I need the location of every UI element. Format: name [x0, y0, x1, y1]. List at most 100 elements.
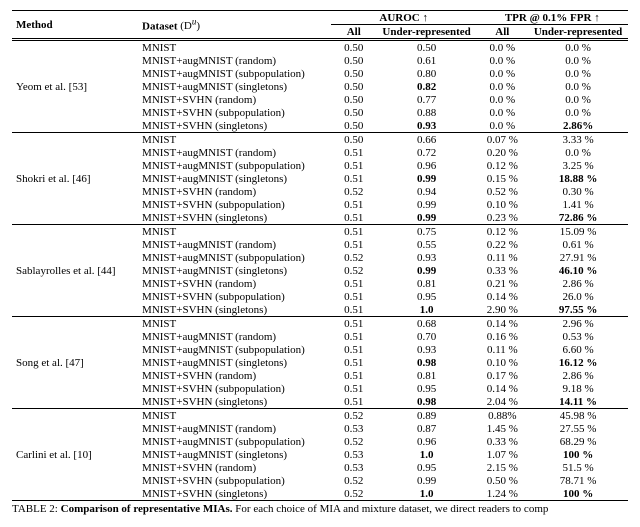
dataset-cell: MNIST+augMNIST (singletons) — [138, 448, 331, 461]
auroc-all-cell: 0.51 — [331, 290, 377, 303]
tpr-ur-cell: 26.0 % — [528, 290, 628, 303]
auroc-all-cell: 0.51 — [331, 172, 377, 185]
tpr-all-cell: 0.21 % — [477, 277, 529, 290]
tpr-all-cell: 1.24 % — [477, 487, 529, 501]
auroc-all-cell: 0.51 — [331, 238, 377, 251]
auroc-ur-cell: 0.93 — [377, 343, 477, 356]
caption-title: Comparison of representative MIAs. — [58, 503, 233, 515]
method-cell: Song et al. [47] — [12, 317, 138, 409]
auroc-ur-cell: 0.66 — [377, 133, 477, 147]
dataset-cell: MNIST — [138, 317, 331, 331]
dataset-cell: MNIST — [138, 40, 331, 55]
dataset-cell: MNIST+augMNIST (subpopulation) — [138, 343, 331, 356]
tpr-ur-cell: 14.11 % — [528, 395, 628, 409]
tpr-ur-cell: 2.96 % — [528, 317, 628, 331]
dataset-cell: MNIST+augMNIST (random) — [138, 238, 331, 251]
tpr-all-cell: 0.14 % — [477, 382, 529, 395]
subcol-tpr-all: All — [477, 25, 529, 40]
auroc-ur-cell: 0.93 — [377, 119, 477, 133]
auroc-ur-cell: 0.99 — [377, 198, 477, 211]
dataset-cell: MNIST+augMNIST (singletons) — [138, 356, 331, 369]
auroc-ur-cell: 0.96 — [377, 435, 477, 448]
dataset-paren-open: (D — [180, 20, 192, 32]
method-cell: Sablayrolles et al. [44] — [12, 225, 138, 317]
tpr-all-cell: 0.10 % — [477, 356, 529, 369]
tpr-all-cell: 0.52 % — [477, 185, 529, 198]
auroc-ur-cell: 0.68 — [377, 317, 477, 331]
auroc-ur-cell: 0.98 — [377, 395, 477, 409]
auroc-ur-cell: 0.94 — [377, 185, 477, 198]
auroc-all-cell: 0.51 — [331, 159, 377, 172]
dataset-cell: MNIST — [138, 409, 331, 423]
tpr-all-cell: 0.16 % — [477, 330, 529, 343]
tpr-ur-cell: 6.60 % — [528, 343, 628, 356]
table-row: Carlini et al. [10]MNIST0.520.890.88%45.… — [12, 409, 628, 423]
tpr-ur-cell: 0.0 % — [528, 146, 628, 159]
auroc-all-cell: 0.51 — [331, 303, 377, 317]
tpr-all-cell: 0.10 % — [477, 198, 529, 211]
dataset-cell: MNIST+augMNIST (subpopulation) — [138, 251, 331, 264]
tpr-ur-cell: 0.0 % — [528, 80, 628, 93]
subcol-auroc-ur: Under-represented — [377, 25, 477, 40]
dataset-cell: MNIST+augMNIST (singletons) — [138, 264, 331, 277]
tpr-ur-cell: 78.71 % — [528, 474, 628, 487]
tpr-ur-cell: 15.09 % — [528, 225, 628, 239]
table-row: Song et al. [47]MNIST0.510.680.14 %2.96 … — [12, 317, 628, 331]
auroc-ur-cell: 0.89 — [377, 409, 477, 423]
dataset-cell: MNIST+SVHN (subpopulation) — [138, 290, 331, 303]
auroc-all-cell: 0.52 — [331, 409, 377, 423]
tpr-ur-cell: 45.98 % — [528, 409, 628, 423]
auroc-all-cell: 0.52 — [331, 474, 377, 487]
auroc-all-cell: 0.51 — [331, 317, 377, 331]
tpr-all-cell: 0.0 % — [477, 67, 529, 80]
auroc-all-cell: 0.51 — [331, 225, 377, 239]
auroc-ur-cell: 0.98 — [377, 356, 477, 369]
auroc-all-cell: 0.53 — [331, 422, 377, 435]
dataset-cell: MNIST+augMNIST (subpopulation) — [138, 435, 331, 448]
tpr-all-cell: 0.50 % — [477, 474, 529, 487]
dataset-cell: MNIST+SVHN (random) — [138, 185, 331, 198]
tpr-ur-cell: 2.86 % — [528, 369, 628, 382]
tpr-ur-cell: 1.41 % — [528, 198, 628, 211]
tpr-ur-cell: 46.10 % — [528, 264, 628, 277]
dataset-cell: MNIST+augMNIST (random) — [138, 422, 331, 435]
auroc-ur-cell: 0.99 — [377, 474, 477, 487]
auroc-ur-cell: 0.99 — [377, 264, 477, 277]
tpr-all-cell: 0.20 % — [477, 146, 529, 159]
tpr-all-cell: 0.0 % — [477, 54, 529, 67]
auroc-ur-cell: 0.82 — [377, 80, 477, 93]
subcol-tpr-ur: Under-represented — [528, 25, 628, 40]
auroc-ur-cell: 0.95 — [377, 290, 477, 303]
tpr-all-cell: 0.17 % — [477, 369, 529, 382]
auroc-all-cell: 0.52 — [331, 264, 377, 277]
tpr-ur-cell: 100 % — [528, 448, 628, 461]
tpr-all-cell: 1.45 % — [477, 422, 529, 435]
auroc-ur-cell: 0.72 — [377, 146, 477, 159]
tpr-all-cell: 0.12 % — [477, 225, 529, 239]
tpr-all-cell: 2.15 % — [477, 461, 529, 474]
auroc-ur-cell: 1.0 — [377, 448, 477, 461]
tpr-all-cell: 0.11 % — [477, 251, 529, 264]
auroc-ur-cell: 0.88 — [377, 106, 477, 119]
auroc-all-cell: 0.51 — [331, 395, 377, 409]
auroc-ur-cell: 0.61 — [377, 54, 477, 67]
tpr-all-cell: 0.12 % — [477, 159, 529, 172]
tpr-ur-cell: 0.61 % — [528, 238, 628, 251]
auroc-all-cell: 0.51 — [331, 330, 377, 343]
dataset-cell: MNIST+augMNIST (subpopulation) — [138, 159, 331, 172]
tpr-all-cell: 2.90 % — [477, 303, 529, 317]
tpr-ur-cell: 68.29 % — [528, 435, 628, 448]
tpr-ur-cell: 0.0 % — [528, 106, 628, 119]
col-header-tpr: TPR @ 0.1% FPR ↑ — [477, 11, 628, 25]
dataset-paren-close: ) — [196, 20, 200, 32]
caption-label: TABLE 2: — [12, 503, 58, 515]
tpr-ur-cell: 0.0 % — [528, 93, 628, 106]
dataset-cell: MNIST+SVHN (random) — [138, 369, 331, 382]
tpr-all-cell: 0.0 % — [477, 80, 529, 93]
tpr-ur-cell: 0.53 % — [528, 330, 628, 343]
tpr-ur-cell: 2.86 % — [528, 277, 628, 290]
tpr-all-cell: 0.22 % — [477, 238, 529, 251]
method-cell: Shokri et al. [46] — [12, 133, 138, 225]
method-cell: Yeom et al. [53] — [12, 40, 138, 133]
tpr-ur-cell: 2.86% — [528, 119, 628, 133]
